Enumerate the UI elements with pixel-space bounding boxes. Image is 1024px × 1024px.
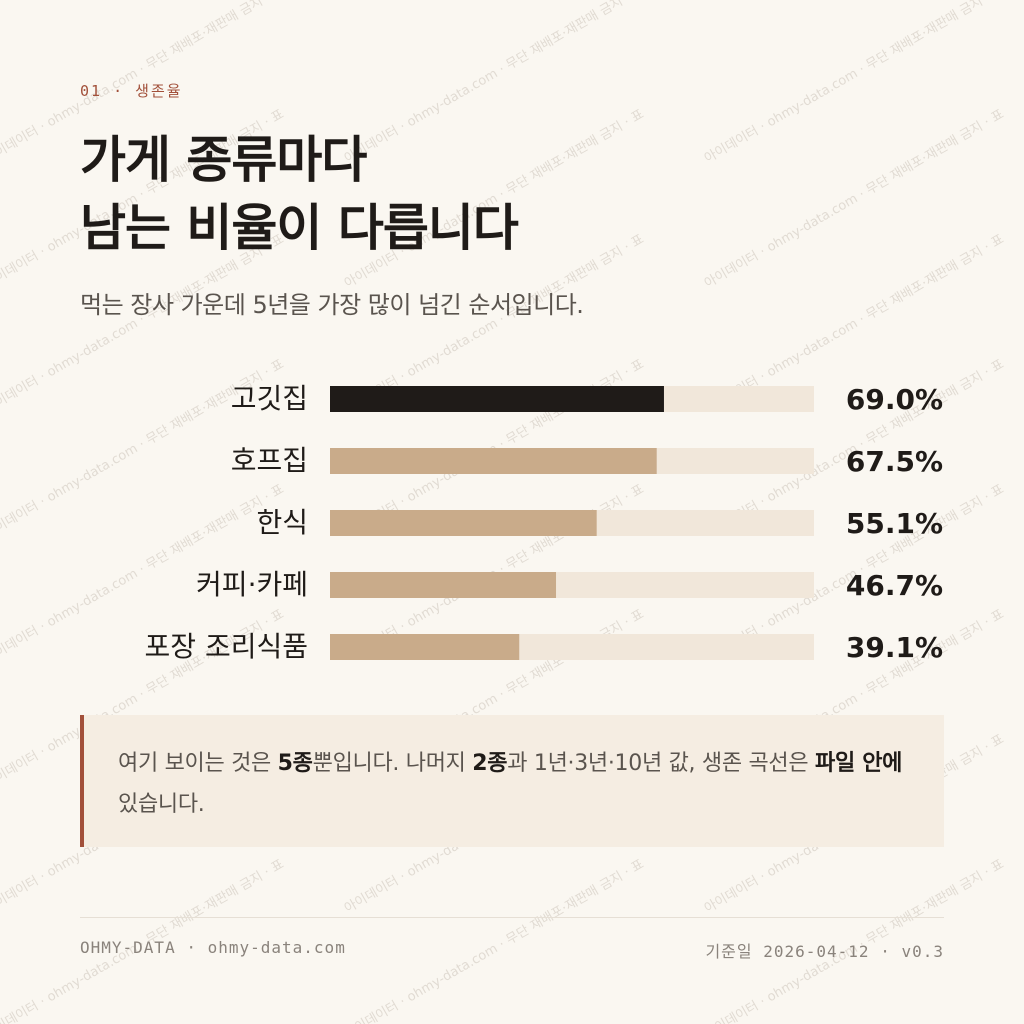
callout-text: 여기 보이는 것은 [118, 751, 278, 776]
footer-date-version: 기준일 2026-04-12 · v0.3 [705, 942, 944, 961]
value-label: 67.5% [846, 445, 943, 478]
callout-text: 과 1년·3년·10년 값, 생존 곡선은 [507, 751, 815, 776]
bar-row: 커피·카페 46.7% [196, 568, 943, 602]
survival-bar-chart: 고깃집 69.0% 호프집 67.5% 한식 55.1% 커피·카페 46.7% 포장 조리식품… [145, 382, 943, 664]
value-label: 69.0% [846, 383, 943, 416]
category-label: 커피·카페 [196, 568, 308, 601]
bar [330, 448, 657, 474]
bar [330, 386, 664, 412]
subtitle: 먹는 장사 가운데 5년을 가장 많이 넘긴 순서입니다. [80, 291, 584, 319]
bar-row: 포장 조리식품 39.1% [145, 630, 943, 664]
watermark-text: 아이데이터 · ohmy-data.com · 무단 재배포·재판매 금지 · … [342, 856, 647, 1024]
watermark-text: 아이데이터 · ohmy-data.com · 무단 재배포·재판매 금지 · … [702, 106, 1007, 292]
category-label: 포장 조리식품 [145, 630, 308, 663]
note-callout: 여기 보이는 것은 5종뿐입니다. 나머지 2종과 1년·3년·10년 값, 생… [80, 715, 944, 847]
bar [330, 510, 597, 536]
callout-emphasis: 파일 안에 [815, 751, 903, 776]
page-title: 가게 종류마다 남는 비율이 다릅니다 [80, 126, 519, 262]
watermark-text: 아이데이터 · ohmy-data.com · 무단 재배포·재판매 금지 · … [702, 0, 1007, 167]
footer-brand: OHMY-DATA · ohmy-data.com [80, 938, 346, 957]
bar-row: 고깃집 69.0% [231, 382, 943, 416]
bar-row: 호프집 67.5% [231, 444, 943, 478]
value-label: 55.1% [846, 507, 943, 540]
section-eyebrow: 01 · 생존율 [80, 82, 183, 100]
title-line-1: 가게 종류마다 [80, 131, 367, 189]
callout-emphasis: 2종 [472, 751, 508, 776]
bar [330, 634, 520, 660]
callout-text: 뿐입니다. 나머지 [312, 751, 473, 776]
value-label: 46.7% [846, 569, 943, 602]
callout-text: 있습니다. [118, 792, 205, 817]
category-label: 호프집 [231, 444, 308, 477]
bar-row: 한식 55.1% [256, 506, 943, 540]
category-label: 한식 [256, 506, 308, 539]
callout-emphasis: 5종 [277, 751, 313, 776]
footer-divider [80, 917, 944, 918]
category-label: 고깃집 [231, 382, 308, 415]
value-label: 39.1% [846, 631, 943, 664]
title-line-2: 남는 비율이 다릅니다 [80, 199, 519, 257]
bar [330, 572, 557, 598]
